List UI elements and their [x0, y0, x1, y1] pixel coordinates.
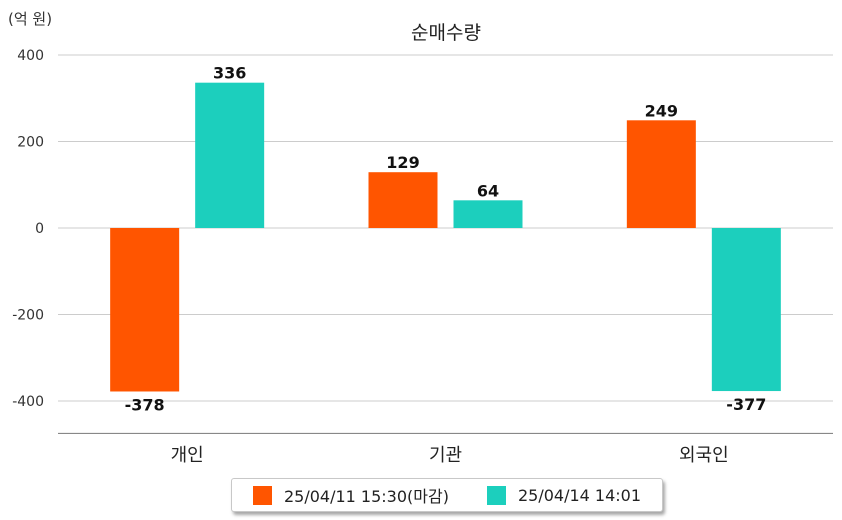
- y-tick-label: 0: [35, 221, 44, 237]
- legend-swatch: [486, 485, 506, 505]
- legend-item-series-2[interactable]: 25/04/14 14:01: [486, 485, 642, 505]
- data-label: 249: [645, 101, 678, 120]
- data-label: 129: [386, 153, 419, 172]
- bar[interactable]: [626, 120, 696, 228]
- legend-item-series-1[interactable]: 25/04/11 15:30(마감): [252, 483, 449, 507]
- bar[interactable]: [195, 82, 265, 229]
- chart-title: 순매수량: [411, 22, 481, 44]
- legend-label: 25/04/14 14:01: [517, 485, 642, 505]
- legend-swatch: [252, 485, 272, 505]
- legend: 25/04/11 15:30(마감) 25/04/14 14:01: [231, 478, 663, 512]
- bar[interactable]: [110, 228, 180, 392]
- y-tick-label: 200: [17, 135, 44, 151]
- bar[interactable]: [453, 200, 523, 228]
- x-tick-label: 기관: [429, 445, 462, 466]
- data-label: 336: [213, 64, 246, 83]
- legend-label: 25/04/11 15:30(마감): [283, 487, 449, 506]
- data-label: -377: [726, 395, 766, 414]
- data-label: 64: [477, 181, 499, 200]
- unit-label: (억 원): [8, 10, 53, 28]
- data-label: -378: [125, 395, 165, 414]
- x-tick-label: 외국인: [679, 445, 729, 466]
- bar[interactable]: [711, 228, 781, 392]
- y-tick-label: -400: [12, 394, 44, 410]
- y-tick-label: 400: [17, 48, 44, 64]
- x-tick-label: 개인: [171, 445, 204, 466]
- bar[interactable]: [368, 172, 438, 228]
- y-tick-label: -200: [12, 308, 44, 324]
